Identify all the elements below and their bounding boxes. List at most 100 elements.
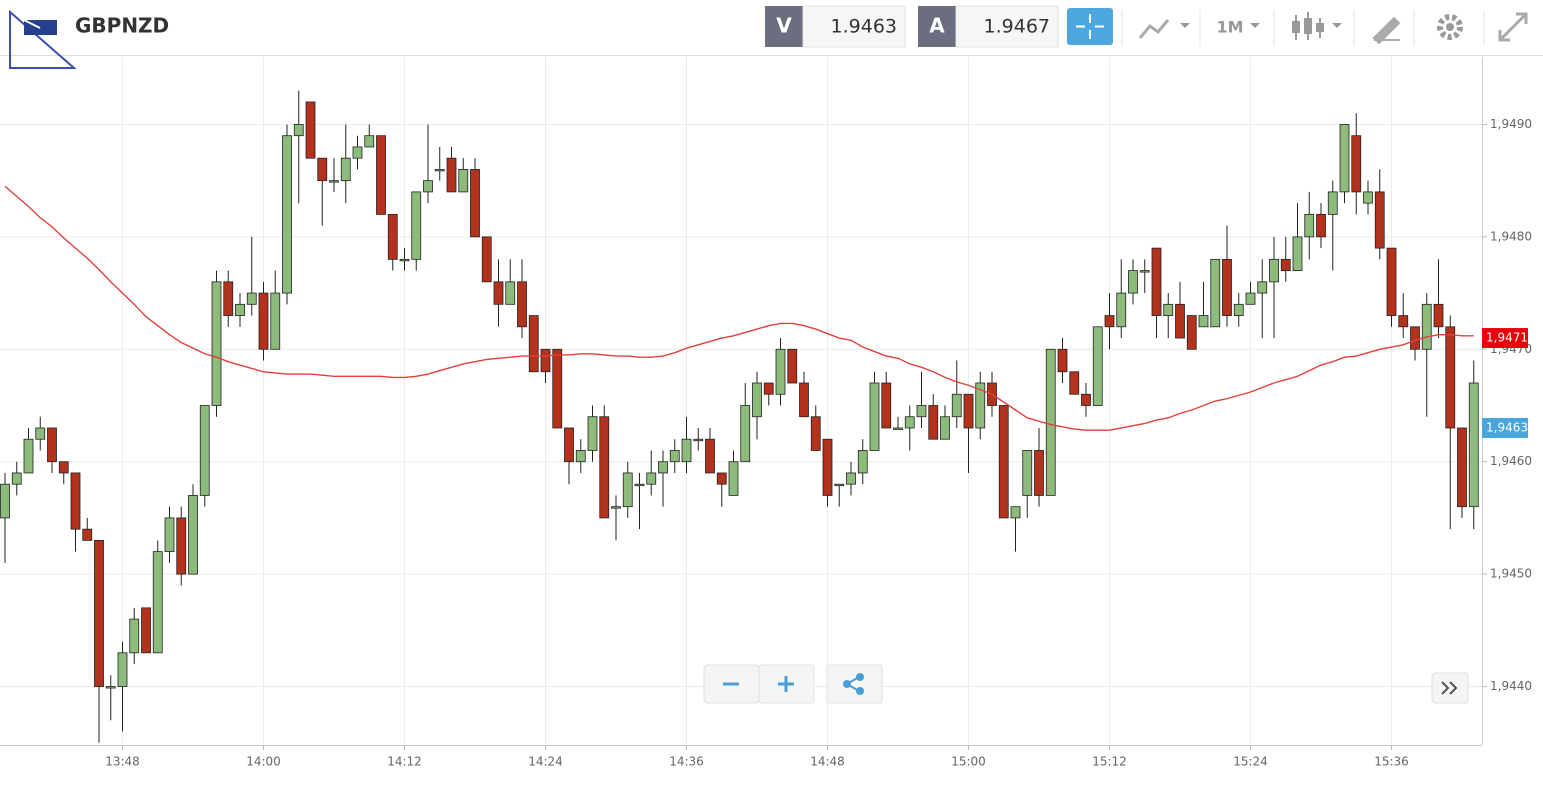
candle-body bbox=[82, 528, 93, 541]
scroll-end-button[interactable] bbox=[1431, 672, 1469, 704]
candle-body bbox=[1445, 326, 1456, 429]
crosshair-icon bbox=[1076, 14, 1104, 39]
crosshair-button[interactable] bbox=[1067, 8, 1113, 45]
candle-body bbox=[317, 157, 328, 182]
candle-body bbox=[705, 438, 715, 474]
candle-body bbox=[775, 348, 786, 395]
candle-body bbox=[975, 382, 986, 429]
candle-body bbox=[293, 124, 304, 137]
candle-body bbox=[599, 416, 610, 519]
y-tick-label: 1,9450 bbox=[1490, 567, 1532, 581]
candle-body bbox=[810, 416, 821, 451]
bid-label: V bbox=[776, 14, 792, 38]
candle-body bbox=[387, 213, 398, 260]
candle-body bbox=[611, 506, 621, 509]
candle-body bbox=[857, 450, 868, 474]
y-tick-label: 1,9490 bbox=[1490, 117, 1532, 131]
candle-body bbox=[352, 146, 363, 159]
ask-label: A bbox=[929, 14, 945, 38]
candle-body bbox=[458, 169, 469, 193]
candle-body bbox=[552, 348, 563, 429]
candle-body bbox=[1280, 258, 1291, 271]
candle-body bbox=[1022, 450, 1033, 496]
corner-mark bbox=[9, 9, 77, 69]
candle-body bbox=[669, 450, 680, 463]
share-icon bbox=[856, 687, 864, 695]
timeframe[interactable]: 1M bbox=[1216, 18, 1243, 37]
candle-body bbox=[681, 438, 692, 463]
candle-body bbox=[1010, 506, 1021, 519]
candle-body bbox=[1398, 315, 1409, 328]
candle-body bbox=[1292, 236, 1303, 271]
candle-body bbox=[1175, 303, 1185, 339]
candle-body bbox=[1257, 281, 1268, 294]
header: GBPNZD V 1.9463 A 1.9467 1M bbox=[0, 0, 1543, 69]
candle-body bbox=[305, 101, 316, 159]
candle-body bbox=[540, 348, 551, 373]
candle-body bbox=[1351, 135, 1362, 193]
y-tick-label: 1,9460 bbox=[1490, 454, 1532, 468]
candle-body bbox=[904, 416, 915, 429]
ask-price: 1.9467 bbox=[984, 16, 1050, 38]
candle-body bbox=[1034, 450, 1044, 496]
candle-body bbox=[1245, 292, 1256, 305]
bid-box[interactable] bbox=[802, 5, 906, 48]
candle-body bbox=[575, 450, 586, 463]
candle-body bbox=[1457, 427, 1467, 508]
candle-body bbox=[105, 686, 116, 689]
fullscreen-icon[interactable] bbox=[1498, 12, 1528, 42]
candle-body bbox=[23, 438, 34, 474]
price-tag bbox=[1482, 328, 1528, 349]
candle-body bbox=[282, 135, 292, 294]
candle-body bbox=[1374, 191, 1385, 249]
candle-body bbox=[176, 517, 187, 575]
chart-type-icon[interactable] bbox=[1138, 19, 1170, 39]
y-tick-label: 1,9480 bbox=[1490, 229, 1532, 243]
candle-body bbox=[70, 472, 81, 530]
settings-icon bbox=[1446, 23, 1454, 31]
candles-icon bbox=[1292, 21, 1300, 33]
settings-icon[interactable] bbox=[1437, 14, 1463, 40]
bid-badge[interactable] bbox=[765, 6, 803, 47]
candle-body bbox=[799, 382, 809, 418]
price-tag-label: 1,9471 bbox=[1486, 331, 1528, 345]
y-tick-label: 1,9440 bbox=[1490, 679, 1532, 693]
candle-body bbox=[493, 281, 504, 305]
header-separator bbox=[1121, 10, 1485, 46]
candle-body bbox=[1210, 258, 1221, 328]
candle-body bbox=[881, 382, 892, 429]
candle-body bbox=[446, 157, 457, 193]
candle-body bbox=[1092, 326, 1103, 406]
candle-body bbox=[634, 483, 645, 487]
flag-icon bbox=[23, 19, 41, 29]
candle-body bbox=[1468, 382, 1479, 508]
candle-body bbox=[1421, 303, 1432, 350]
candles-icon bbox=[1316, 23, 1324, 32]
candle-body bbox=[270, 292, 281, 350]
x-tick-label: 14:48 bbox=[810, 755, 845, 769]
draw-icon[interactable] bbox=[1372, 16, 1401, 45]
plot: 1,94401,94501,94601,94701,94801,949013:4… bbox=[0, 57, 1532, 769]
candle-body bbox=[1386, 247, 1397, 316]
candle-body bbox=[1316, 213, 1326, 238]
candle-body bbox=[188, 495, 198, 575]
candle-body bbox=[587, 416, 598, 451]
bid-price: 1.9463 bbox=[831, 16, 897, 38]
ask-box[interactable] bbox=[955, 5, 1059, 48]
symbol: GBPNZD bbox=[75, 14, 169, 38]
dropdown-arrow bbox=[1180, 23, 1190, 28]
candle-body bbox=[35, 427, 46, 440]
candle-body bbox=[869, 382, 880, 451]
candle-body bbox=[246, 292, 257, 305]
ask-badge[interactable] bbox=[918, 6, 956, 47]
candle-body bbox=[129, 618, 140, 654]
candle-body bbox=[152, 551, 163, 654]
candle-body bbox=[1139, 270, 1150, 273]
share-button[interactable] bbox=[826, 664, 883, 704]
dropdown-arrow bbox=[1332, 23, 1342, 28]
candle-body bbox=[1269, 258, 1279, 283]
candle-body bbox=[1327, 191, 1338, 215]
candle-body bbox=[399, 258, 410, 262]
candle-body bbox=[528, 315, 539, 373]
